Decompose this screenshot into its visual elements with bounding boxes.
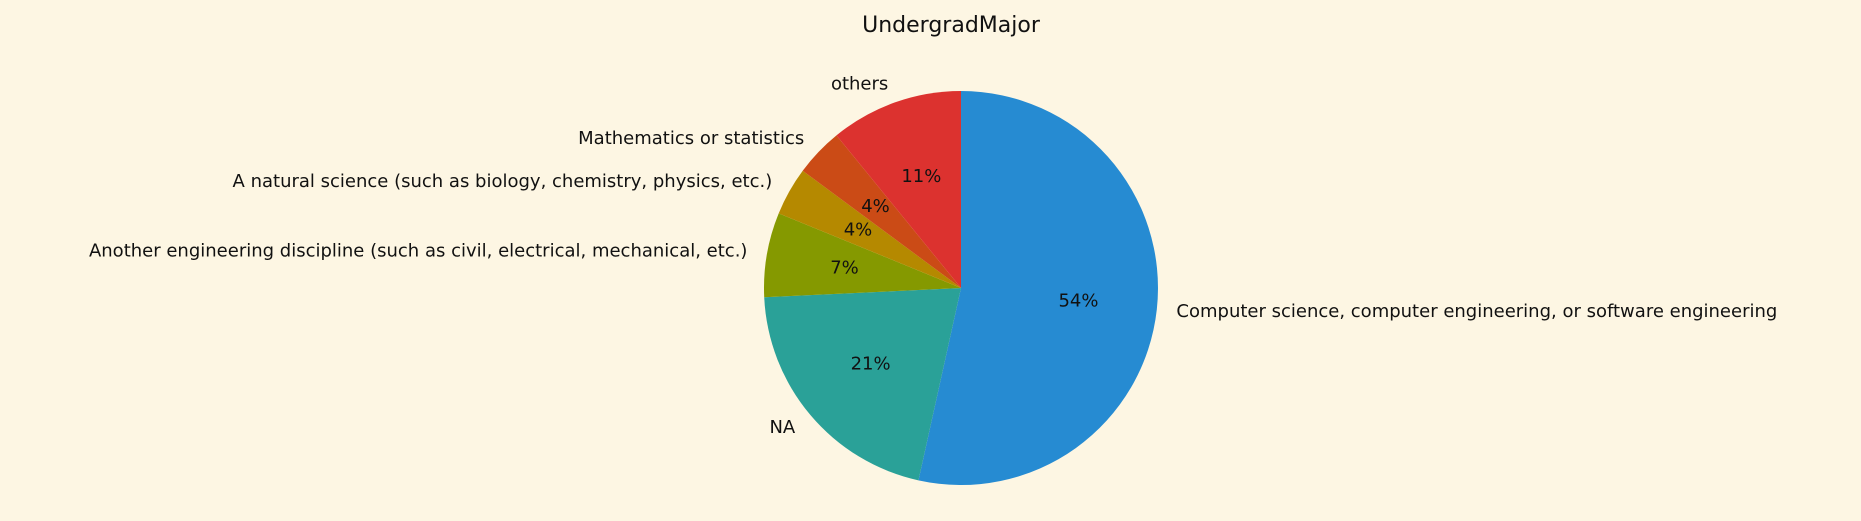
chart-title: UndergradMajor <box>862 13 1041 38</box>
pie-slice-0 <box>918 91 1158 485</box>
pie-slice-4 <box>802 135 961 288</box>
pie-category-label-5: others <box>831 73 888 94</box>
pie-slices <box>763 91 1158 485</box>
pie-percent-label-5: 11% <box>901 166 941 187</box>
pie-percent-labels: 54% 21% 7% 4%4% 11% <box>830 166 1098 374</box>
pie-category-labels: Computer science, computer engineering, … <box>89 73 1777 438</box>
pie-percent-label-0: 54% <box>1058 290 1098 311</box>
pie-percent-label-3: 4% <box>844 219 873 240</box>
pie-percent-label-1: 21% <box>851 354 891 375</box>
pie-category-label-4: Mathematics or statistics <box>578 128 804 149</box>
pie-category-label-3: A natural science (such as biology, chem… <box>233 171 773 192</box>
pie-slice-2 <box>763 213 961 298</box>
pie-category-label-1: NA <box>769 417 795 438</box>
pie-slice-5 <box>836 91 961 288</box>
pie-category-label-0: Computer science, computer engineering, … <box>1176 301 1777 322</box>
pie-percent-label-2: 7% <box>830 257 859 278</box>
pie-category-label-2: Another engineering discipline (such as … <box>89 241 748 262</box>
pie-percent-label-4: 4% <box>861 196 890 217</box>
pie-slice-3 <box>778 170 961 288</box>
pie-slice-1 <box>764 288 961 481</box>
